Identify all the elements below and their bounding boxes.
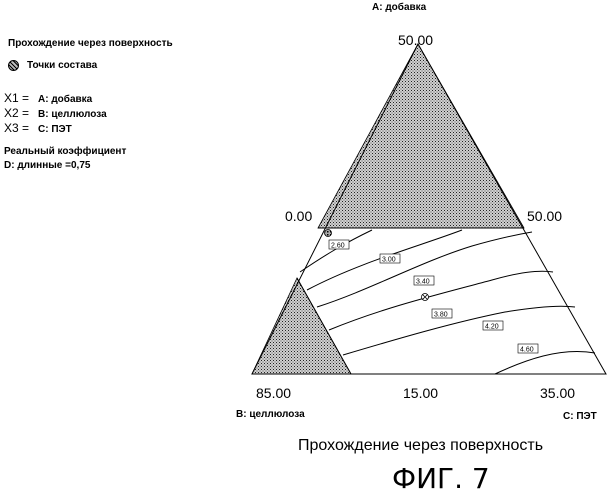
legend-marker-row: Точки состава bbox=[8, 60, 97, 71]
tick-label-bottom-left: 85.00 bbox=[256, 385, 291, 401]
vertex-label-right: C: ПЭТ bbox=[563, 411, 597, 422]
variable-row-x3: X3 = C: ПЭТ bbox=[4, 121, 72, 135]
svg-text:2.60: 2.60 bbox=[331, 243, 345, 250]
variable-key: X1 = bbox=[4, 91, 30, 105]
contour-label-4-60: 4.60 bbox=[517, 343, 539, 354]
contour-label-4-20: 4.20 bbox=[482, 320, 504, 331]
vertex-label-left: B: целлюлоза bbox=[236, 409, 305, 420]
chart-caption: Прохождение через поверхность bbox=[298, 437, 544, 454]
design-point-marker-icon bbox=[8, 60, 19, 71]
contour-label-2-60: 2.60 bbox=[328, 239, 350, 250]
svg-text:4.20: 4.20 bbox=[485, 324, 499, 331]
vertex-label-top: A: добавка bbox=[372, 2, 427, 13]
boundary-line-left bbox=[296, 277, 352, 375]
variable-value: B: целлюлоза bbox=[38, 109, 107, 120]
tick-label-mid-left: 0.00 bbox=[285, 208, 312, 224]
contour-label-3-80: 3.80 bbox=[431, 308, 453, 319]
variable-key: X2 = bbox=[4, 106, 30, 120]
shaded-region-top bbox=[317, 43, 525, 229]
variable-key: X3 = bbox=[4, 121, 30, 135]
legend-marker-label: Точки состава bbox=[27, 60, 98, 71]
legend-title: Прохождение через поверхность bbox=[8, 38, 173, 49]
ternary-triangle-outline bbox=[251, 42, 607, 375]
contour-line-4-60 bbox=[494, 351, 596, 375]
variable-value: C: ПЭТ bbox=[38, 124, 72, 135]
contour-line-3-80 bbox=[328, 270, 554, 331]
contour-line-4-20 bbox=[342, 305, 576, 356]
contour-line-3-40 bbox=[316, 231, 533, 308]
tick-label-mid-right: 50.00 bbox=[527, 208, 562, 224]
coefficient-title: Реальный коэффициент bbox=[4, 146, 127, 157]
svg-text:3.40: 3.40 bbox=[416, 279, 430, 286]
tick-label-bottom-right: 35.00 bbox=[540, 385, 575, 401]
tick-label-top: 50.00 bbox=[398, 32, 433, 48]
variable-row-x1: X1 = A: добавка bbox=[4, 91, 92, 105]
contour-label-3-00: 3.00 bbox=[379, 253, 401, 264]
svg-text:3.00: 3.00 bbox=[382, 257, 396, 264]
design-point-1 bbox=[324, 229, 332, 237]
tick-label-bottom-mid: 15.00 bbox=[403, 385, 438, 401]
shaded-region-left bbox=[251, 277, 352, 375]
contour-line-2-60 bbox=[299, 229, 373, 273]
svg-text:3.80: 3.80 bbox=[434, 312, 448, 319]
variable-row-x2: X2 = B: целлюлоза bbox=[4, 106, 107, 120]
coefficient-value: D: длинные =0,75 bbox=[4, 160, 91, 171]
design-point-2 bbox=[421, 293, 429, 301]
variable-value: A: добавка bbox=[38, 94, 93, 105]
svg-text:4.60: 4.60 bbox=[520, 347, 534, 354]
figure-label: ФИГ. 7 bbox=[392, 462, 490, 495]
contour-label-3-40: 3.40 bbox=[413, 275, 435, 286]
